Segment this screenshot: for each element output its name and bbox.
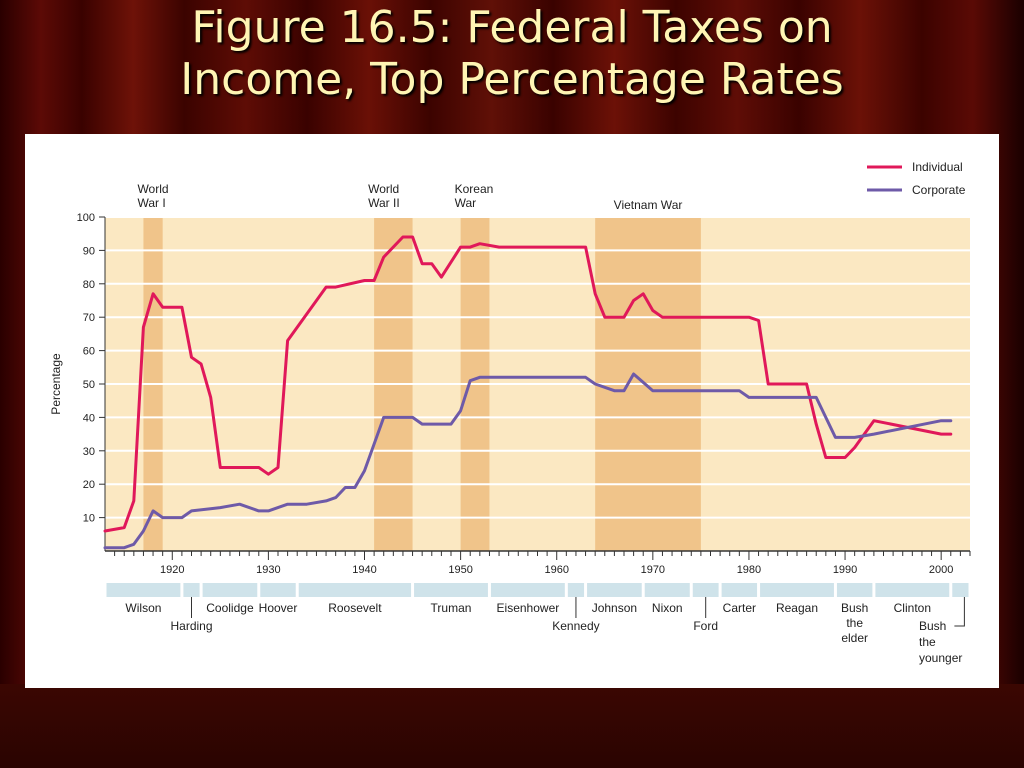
- y-tick-label: 100: [77, 212, 95, 224]
- x-tick-label: 1920: [160, 564, 184, 576]
- war-label: World War I: [137, 182, 168, 210]
- president-term-band: [183, 583, 200, 597]
- x-tick-label: 1960: [544, 564, 568, 576]
- series-line-corporate: [103, 372, 953, 550]
- legend-label: Individual: [912, 160, 963, 174]
- president-term-band: [106, 583, 181, 597]
- president-label: Clinton: [894, 601, 931, 615]
- president-leader-line: [954, 597, 965, 627]
- president-term-band: [952, 583, 969, 597]
- slide-title-line-2: Income, Top Percentage Rates: [180, 54, 844, 105]
- president-label: Wilson: [125, 601, 161, 615]
- slide-title: Figure 16.5: Federal Taxes on Income, To…: [0, 2, 1024, 106]
- president-label: Hoover: [259, 601, 298, 615]
- y-tick-label: 40: [83, 412, 95, 424]
- president-label: Ford: [693, 619, 718, 633]
- president-label: Harding: [170, 619, 212, 633]
- tax-rate-chart: 10 20 30 40 50 60 70 80 90 100 Percentage 1920 1930 1…: [49, 160, 971, 665]
- y-tick-label: 70: [83, 312, 95, 324]
- president-term-band: [567, 583, 585, 597]
- x-tick-label: 1990: [833, 564, 857, 576]
- x-tick-label: 1950: [448, 564, 472, 576]
- x-tick-label: 2000: [929, 564, 953, 576]
- president-label: Coolidge: [206, 601, 254, 615]
- president-term-band: [587, 583, 642, 597]
- president-label: Johnson: [592, 601, 637, 615]
- president-label: Reagan: [776, 601, 818, 615]
- president-label: Bush the younger: [919, 619, 962, 665]
- president-term-band: [490, 583, 565, 597]
- president-label: Bush the elder: [841, 601, 868, 645]
- chart-panel: 10 20 30 40 50 60 70 80 90 100 Percentage 1920 1930 1…: [25, 134, 999, 688]
- president-term-band: [202, 583, 258, 597]
- x-tick-label: 1980: [737, 564, 761, 576]
- president-term-band: [760, 583, 834, 597]
- president-label: Carter: [723, 601, 756, 615]
- president-term-band: [260, 583, 296, 597]
- president-label: Nixon: [652, 601, 683, 615]
- president-term-band: [692, 583, 719, 597]
- x-tick-label: 1970: [641, 564, 665, 576]
- y-tick-label: 90: [83, 245, 95, 257]
- war-label: World War II: [368, 182, 400, 210]
- y-tick-label: 50: [83, 379, 95, 391]
- curtain-fringe: [0, 684, 1024, 768]
- x-tick-label: 1930: [256, 564, 280, 576]
- slide-title-line-1: Figure 16.5: Federal Taxes on: [191, 2, 833, 53]
- war-label: Korean War: [455, 182, 494, 210]
- president-label: Kennedy: [552, 619, 599, 633]
- president-term-band: [298, 583, 412, 597]
- president-term-band: [414, 583, 488, 597]
- x-tick-label: 1940: [352, 564, 376, 576]
- y-axis-label: Percentage: [49, 353, 63, 415]
- series-line-individual: [103, 235, 953, 533]
- president-term-band: [644, 583, 690, 597]
- president-term-band: [836, 583, 873, 597]
- president-term-band: [721, 583, 758, 597]
- war-label: Vietnam War: [614, 198, 683, 212]
- y-tick-label: 30: [83, 446, 95, 458]
- president-label: Truman: [431, 601, 472, 615]
- legend-label: Corporate: [912, 183, 966, 197]
- y-tick-label: 10: [83, 513, 95, 525]
- y-tick-label: 80: [83, 279, 95, 291]
- y-tick-label: 60: [83, 346, 95, 358]
- president-term-band: [875, 583, 950, 597]
- y-tick-label: 20: [83, 479, 95, 491]
- president-label: Eisenhower: [497, 601, 560, 615]
- president-label: Roosevelt: [328, 601, 382, 615]
